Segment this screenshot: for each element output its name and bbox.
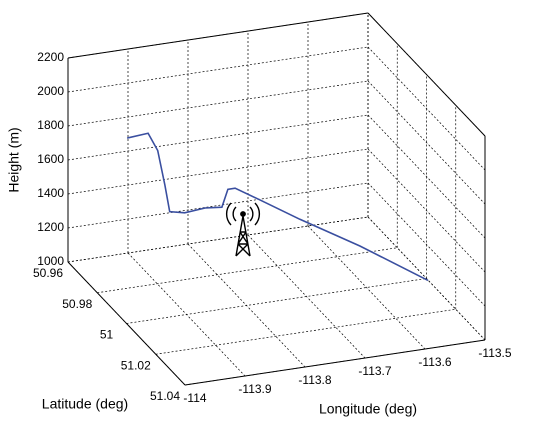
grid-line (367, 148, 486, 273)
y-axis-label: Latitude (deg) (42, 396, 128, 412)
x-tick-label: -113.9 (238, 382, 271, 396)
grid-line (307, 225, 426, 350)
grid-line (367, 182, 486, 307)
z-tick-label: 1200 (37, 220, 64, 234)
grid-line (367, 46, 486, 171)
grid-line (97, 247, 398, 294)
grid-line (67, 80, 369, 127)
y-tick-label: 51.02 (121, 358, 151, 372)
z-axis-label: Height (m) (6, 127, 22, 192)
z-tick-label: 1600 (37, 152, 64, 166)
grid-line (67, 114, 369, 161)
axis-line (67, 261, 186, 386)
z-tick-label: 1400 (37, 186, 64, 200)
trajectory-line (126, 132, 429, 282)
y-tick-label: 51.04 (150, 389, 180, 403)
tower-icon (225, 202, 261, 257)
x-axis-label: Longitude (deg) (319, 401, 417, 417)
y-tick-label: 50.96 (33, 266, 63, 280)
z-tick-label: 1800 (37, 118, 64, 132)
x-tick-label: -113.7 (358, 364, 391, 378)
x-tick-label: -113.8 (298, 373, 331, 387)
grid-line (126, 278, 427, 324)
y-tick-label: 50.98 (62, 297, 92, 311)
grid-line (67, 148, 369, 195)
y-tick-label: 51 (100, 328, 114, 342)
x-tick-label: -113.5 (478, 346, 511, 360)
grid-line (67, 182, 369, 229)
grid-line (67, 46, 369, 93)
z-tick-label: 2000 (37, 84, 64, 98)
x-tick-label: -113.6 (418, 355, 451, 369)
x-tick-label: -114 (183, 391, 206, 405)
axis-line (67, 12, 369, 59)
grid-line (67, 216, 369, 263)
grid-line (155, 308, 456, 355)
grid-line (367, 216, 486, 341)
grid-line (367, 114, 486, 239)
grid-line (367, 80, 486, 205)
grid-line (247, 234, 366, 359)
z-tick-label: 2200 (37, 50, 64, 64)
axis-line (184, 339, 486, 386)
axis-line (367, 12, 486, 137)
z-tick-label: 1000 (37, 254, 64, 268)
